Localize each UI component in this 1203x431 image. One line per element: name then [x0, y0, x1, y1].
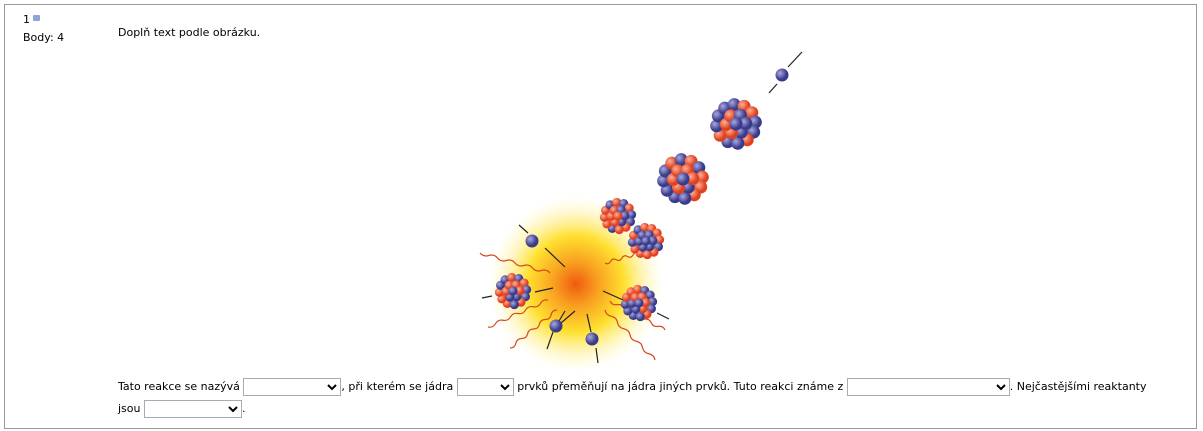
nuclei — [494, 68, 789, 346]
nucleon — [655, 235, 665, 245]
answer-select[interactable] — [243, 378, 342, 396]
ray — [586, 313, 592, 333]
ray — [518, 224, 529, 234]
nucleon — [729, 117, 743, 131]
nucleon — [642, 250, 652, 260]
nucleon — [641, 236, 651, 246]
cloze-text: Tato reakce se nazývá , při kterém se já… — [118, 376, 1158, 420]
ray — [560, 310, 576, 324]
nucleon — [627, 237, 637, 247]
ray — [595, 347, 599, 364]
neutron — [775, 68, 789, 82]
nucleon — [494, 287, 504, 297]
wave — [479, 252, 551, 274]
text-part: prvků přeměňují na jádra jiných prvků. T… — [517, 380, 844, 393]
nucleus — [627, 222, 665, 260]
wave — [604, 309, 656, 361]
nucleon — [614, 225, 624, 235]
nucleon — [748, 115, 762, 129]
question-number: 1 — [23, 13, 40, 26]
nucleon — [641, 298, 651, 308]
nucleon — [686, 172, 700, 186]
nucleon — [612, 197, 622, 207]
ray — [656, 312, 670, 320]
nucleon — [678, 191, 692, 205]
answer-select[interactable] — [144, 400, 242, 418]
nucleon — [634, 298, 644, 308]
nucleon — [620, 299, 630, 309]
nucleon — [739, 117, 753, 131]
nucleon — [515, 286, 525, 296]
nucleon — [640, 222, 650, 232]
ray — [544, 247, 566, 268]
prompt: Doplň text podle obrázku. — [118, 26, 261, 39]
flag-icon[interactable] — [33, 15, 40, 21]
fission-illustration — [479, 51, 803, 370]
nucleon — [627, 210, 637, 220]
nucleus — [657, 153, 709, 205]
nucleon — [620, 211, 630, 221]
points: Body: 4 — [23, 31, 65, 44]
nucleon — [710, 119, 724, 133]
nucleon — [522, 285, 532, 295]
ray — [787, 51, 803, 68]
nucleon — [648, 236, 658, 246]
rays — [481, 51, 803, 364]
nucleus — [494, 272, 532, 310]
number-text: 1 — [23, 13, 30, 26]
ray — [534, 287, 554, 293]
nucleon — [727, 98, 741, 112]
ray — [481, 295, 493, 299]
text-part: Tato reakce se nazývá — [118, 380, 240, 393]
nucleon — [507, 272, 517, 282]
neutron — [549, 319, 563, 333]
nucleon — [633, 284, 643, 294]
nucleon — [695, 170, 709, 184]
answer-select[interactable] — [846, 378, 1010, 396]
nucleon — [635, 312, 645, 322]
question-box: 1 Body: 4 Doplň text podle obrázku. Tato… — [4, 4, 1197, 429]
text-part: , při kterém se jádra — [341, 380, 454, 393]
wave — [509, 309, 558, 349]
neutron — [525, 234, 539, 248]
nucleus — [599, 197, 637, 235]
wave — [487, 299, 549, 328]
nucleon — [613, 211, 623, 221]
nucleon — [599, 212, 609, 222]
nucleon — [731, 136, 745, 150]
neutron — [585, 332, 599, 346]
text-part: . Nejčastějšími reaktanty jsou — [118, 380, 1147, 415]
ray — [602, 290, 624, 301]
nucleon — [648, 297, 658, 307]
nucleon — [674, 153, 688, 167]
ray — [768, 83, 778, 94]
nucleus — [620, 284, 658, 322]
nucleon — [508, 286, 518, 296]
nucleon — [509, 300, 519, 310]
answer-select[interactable] — [456, 378, 514, 396]
ray — [546, 331, 554, 350]
text-part: . — [242, 402, 246, 415]
ray — [558, 310, 566, 322]
nucleon — [657, 174, 671, 188]
nucleon — [676, 172, 690, 186]
nucleus — [710, 98, 762, 150]
